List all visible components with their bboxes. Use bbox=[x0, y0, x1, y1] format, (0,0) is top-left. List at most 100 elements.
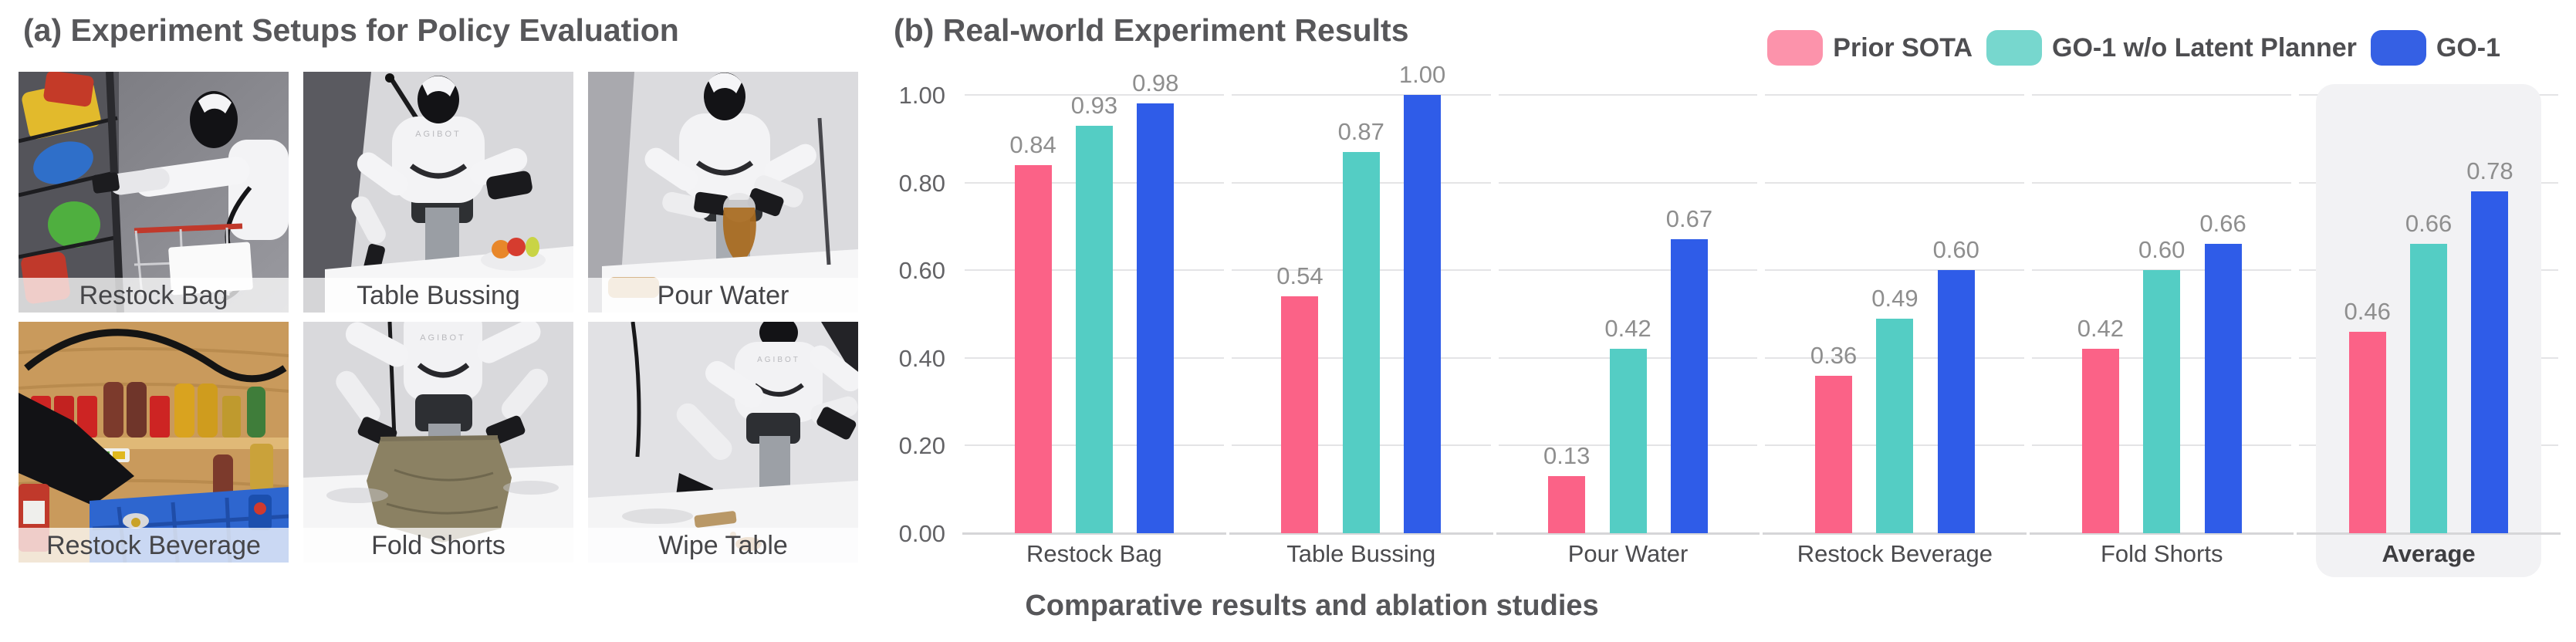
bar-value-label: 0.49 bbox=[1871, 285, 1918, 312]
svg-text:AGIBOT: AGIBOT bbox=[415, 130, 461, 139]
gridline bbox=[1765, 181, 2025, 184]
robot-torso bbox=[392, 117, 485, 203]
x-axis-baseline bbox=[1229, 532, 1493, 535]
gridline bbox=[1231, 94, 1491, 96]
robot-arm-right bbox=[476, 322, 541, 363]
bar-go-1-restock-bag bbox=[1137, 103, 1175, 533]
setup-label-fold-shorts: Fold Shorts bbox=[303, 528, 573, 563]
bar-go-1-fold-shorts bbox=[2204, 244, 2242, 533]
bar-value-label: 0.93 bbox=[1070, 92, 1118, 119]
bar-group-pour-water: 0.13 0.42 0.67 bbox=[1495, 94, 1762, 535]
y-tick-0.60: 0.60 bbox=[898, 257, 945, 285]
setup-photo-wipe-table: AGIBOT Wipe Table bbox=[588, 322, 858, 563]
x-axis-baseline bbox=[962, 532, 1226, 535]
bar-value-label: 0.98 bbox=[1132, 69, 1179, 96]
bar-value-label: 0.87 bbox=[1337, 118, 1384, 145]
setup-label-table-bussing: Table Bussing bbox=[303, 278, 573, 313]
bar-prior-sota-table-bussing bbox=[1281, 296, 1319, 533]
x-axis-baseline bbox=[2030, 532, 2294, 535]
plot-area: 0.84 0.93 0.98 0.54 0.87 1.00 0.13 0.42 0.67 0.36… bbox=[961, 63, 2562, 577]
cloth bbox=[694, 511, 737, 528]
gridline bbox=[1765, 269, 2025, 272]
x-axis-category-labels: Restock Bag Table Bussing Pour Water Restoc… bbox=[961, 540, 2562, 567]
robot-gripper-foreground bbox=[19, 393, 134, 505]
setup-label-wipe-table: Wipe Table bbox=[588, 528, 858, 563]
robot-arm-left bbox=[357, 152, 408, 196]
y-axis-ticks: 0.00 0.20 0.40 0.60 0.80 1.00 bbox=[787, 83, 945, 546]
bar-value-label: 0.13 bbox=[1543, 442, 1591, 469]
bar-group-average: 0.46 0.66 0.78 bbox=[2295, 84, 2562, 577]
chart-legend: Prior SOTA GO-1 w/o Latent Planner GO-1 bbox=[1767, 30, 2500, 66]
robot-arm-right bbox=[469, 148, 528, 185]
gridline bbox=[965, 94, 1224, 96]
bar-go-1-w-o-latent-planner-restock-bag bbox=[1075, 126, 1113, 533]
y-tick-0.80: 0.80 bbox=[898, 169, 945, 197]
robot-torso bbox=[679, 113, 770, 200]
bar-go-1-pour-water bbox=[1670, 239, 1708, 533]
setup-label-pour-water: Pour Water bbox=[588, 278, 858, 313]
setup-label-restock-bag: Restock Bag bbox=[19, 278, 289, 313]
shorts bbox=[367, 438, 512, 542]
panel-b-title: (b) Real-world Experiment Results bbox=[894, 12, 1409, 48]
setup-photo-fold-shorts: AGIBOT Fold Shorts bbox=[303, 322, 573, 563]
bar-prior-sota-fold-shorts bbox=[2081, 349, 2119, 533]
bar-value-label: 0.78 bbox=[2466, 157, 2513, 184]
setup-label-restock-beverage: Restock Beverage bbox=[19, 528, 289, 563]
legend-swatch-go-1-w-o-latent-planner bbox=[1986, 30, 2043, 66]
gridline bbox=[1498, 181, 1758, 184]
figure-caption: Comparative results and ablation studies bbox=[1025, 590, 1599, 622]
gridline bbox=[2032, 94, 2292, 96]
bar-value-label: 0.67 bbox=[1665, 205, 1713, 232]
robot-gripper-right bbox=[747, 188, 784, 217]
panel-a-title: (a) Experiment Setups for Policy Evaluat… bbox=[23, 12, 679, 48]
legend-swatch-prior-sota bbox=[1767, 30, 1824, 66]
legend-label: Prior SOTA bbox=[1833, 33, 1973, 63]
bar-value-label: 1.00 bbox=[1398, 61, 1446, 88]
legend-label: GO-1 bbox=[2436, 33, 2500, 63]
legend-item-prior-sota: Prior SOTA bbox=[1767, 30, 1973, 66]
robot-gripper-right bbox=[486, 171, 532, 200]
robot-arm-left bbox=[705, 360, 764, 408]
setup-photo-restock-beverage: Restock Beverage bbox=[19, 322, 289, 563]
bar-value-label: 0.84 bbox=[1009, 131, 1056, 158]
robot-arm-left bbox=[345, 322, 409, 367]
fold-shorts-scene: AGIBOT bbox=[303, 322, 573, 563]
bar-go-1-w-o-latent-planner-fold-shorts bbox=[2143, 270, 2181, 533]
category-label-pour-water: Pour Water bbox=[1567, 540, 1689, 567]
gridline bbox=[2032, 181, 2292, 184]
bar-value-label: 0.54 bbox=[1276, 262, 1323, 289]
setup-photo-restock-bag: Restock Bag bbox=[19, 72, 289, 313]
legend-item-go-1: GO-1 bbox=[2370, 30, 2500, 66]
bar-prior-sota-pour-water bbox=[1548, 476, 1586, 533]
robot-gripper bbox=[92, 172, 120, 194]
legend-label: GO-1 w/o Latent Planner bbox=[2052, 33, 2357, 63]
restock-beverage-scene bbox=[19, 322, 289, 563]
legend-item-go-1-w-o-latent-planner: GO-1 w/o Latent Planner bbox=[1986, 30, 2357, 66]
y-tick-0.00: 0.00 bbox=[898, 520, 945, 547]
bar-prior-sota-average bbox=[2348, 332, 2386, 533]
robot-arm-right bbox=[764, 144, 816, 183]
bar-value-label: 0.42 bbox=[1604, 315, 1651, 342]
setup-photo-grid: Restock Bag AGIBOT bbox=[19, 72, 858, 563]
bar-value-label: 0.66 bbox=[2199, 210, 2246, 237]
robot-gripper-right bbox=[816, 407, 857, 440]
bar-group-fold-shorts: 0.42 0.60 0.66 bbox=[2028, 94, 2295, 535]
gridline bbox=[1765, 94, 2025, 96]
setup-photo-table-bussing: AGIBOT Table Bussing bbox=[303, 72, 573, 313]
bar-value-label: 0.60 bbox=[2138, 236, 2186, 263]
category-label-restock-beverage: Restock Beverage bbox=[1797, 540, 1993, 567]
x-axis-baseline bbox=[1763, 532, 2027, 535]
bar-prior-sota-restock-beverage bbox=[1815, 376, 1853, 533]
bar-prior-sota-restock-bag bbox=[1014, 165, 1052, 533]
category-label-restock-bag: Restock Bag bbox=[1026, 540, 1162, 567]
cart-handle bbox=[134, 223, 243, 234]
bar-go-1-average bbox=[2471, 191, 2509, 533]
bar-value-label: 0.60 bbox=[1932, 236, 1979, 263]
robot-arm-left bbox=[644, 147, 698, 191]
gridline bbox=[1498, 94, 1758, 96]
bar-value-label: 0.36 bbox=[1810, 342, 1858, 369]
legend-swatch-go-1 bbox=[2370, 30, 2426, 66]
category-label-average: Average bbox=[2382, 540, 2476, 567]
svg-text:AGIBOT: AGIBOT bbox=[420, 333, 466, 343]
svg-text:AGIBOT: AGIBOT bbox=[757, 356, 800, 364]
